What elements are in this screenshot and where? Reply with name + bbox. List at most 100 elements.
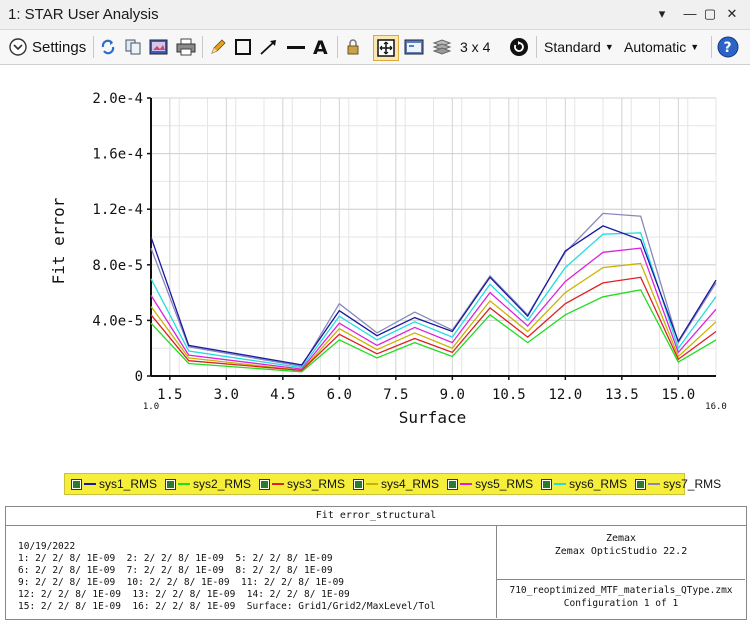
x-tick-label: 9.0 <box>440 387 465 403</box>
y-tick-label: 8.0e-5 <box>92 258 143 274</box>
info-line: 1: 2/ 2/ 8/ 1E-09 2: 2/ 2/ 8/ 1E-09 5: 2… <box>18 553 333 564</box>
x-tick-label: 13.5 <box>605 387 639 403</box>
layout-label: 3 x 4 <box>460 39 491 55</box>
close-icon[interactable]: ✕ <box>726 6 738 21</box>
window-title: 1: STAR User Analysis <box>8 6 159 23</box>
x-tick-label: 6.0 <box>327 387 352 403</box>
svg-text:?: ? <box>724 40 732 56</box>
scale-dropdown[interactable]: Automatic ▼ <box>624 35 699 59</box>
legend-label: sys2_RMS <box>193 477 252 491</box>
print-icon[interactable] <box>175 35 197 59</box>
info-line: 12: 2/ 2/ 8/ 1E-09 13: 2/ 2/ 8/ 1E-09 14… <box>18 589 350 600</box>
copy-icon[interactable] <box>123 35 143 59</box>
chevron-down-icon[interactable]: ▾ <box>658 6 666 21</box>
style-dropdown[interactable]: Standard ▼ <box>544 35 614 59</box>
legend-swatch <box>84 483 96 485</box>
legend-label: sys3_RMS <box>287 477 346 491</box>
info-settings-text: 10/19/2022 1: 2/ 2/ 8/ 1E-09 2: 2/ 2/ 8/ … <box>18 541 436 613</box>
layout-dropdown[interactable]: 3 x 4 <box>460 35 490 59</box>
style-label: Standard <box>544 39 601 55</box>
legend-label: sys7_RMS <box>663 477 722 491</box>
legend-label: sys1_RMS <box>99 477 158 491</box>
legend-swatch <box>178 483 191 485</box>
arrow-line-icon[interactable] <box>258 35 280 59</box>
text-icon[interactable]: A <box>310 35 332 59</box>
legend-swatch <box>460 483 473 485</box>
minimize-icon[interactable]: — <box>683 6 697 21</box>
info-configuration: Configuration 1 of 1 <box>563 598 679 609</box>
refresh-icon[interactable] <box>98 35 118 59</box>
x-end-label: 16.0 <box>705 402 727 412</box>
legend-item[interactable]: sys3_RMS <box>259 477 345 491</box>
info-title: Fit error_structural <box>6 507 746 526</box>
x-start-label: 1.0 <box>143 402 159 412</box>
info-company: Zemax <box>605 533 637 544</box>
settings-label: Settings <box>32 38 87 56</box>
x-axis-label: Surface <box>399 408 466 427</box>
checkbox-icon[interactable] <box>71 478 82 490</box>
window-layout-icon[interactable] <box>403 35 425 59</box>
legend-label: sys6_RMS <box>569 477 628 491</box>
y-tick-label: 0 <box>135 369 143 385</box>
legend-swatch <box>366 483 379 485</box>
layers-icon[interactable] <box>431 35 453 59</box>
info-filename: 710_reoptimized_MTF_materials_QType.zmx <box>509 585 733 596</box>
maximize-icon[interactable]: ▢ <box>703 6 717 21</box>
info-product-box: Zemax Zemax OpticStudio 22.2 <box>496 526 745 580</box>
x-tick-label: 4.5 <box>270 387 295 403</box>
fit-frame-icon[interactable] <box>373 35 399 61</box>
dropdown-arrow-icon: ▼ <box>690 42 700 52</box>
y-axis-label: Fit error <box>49 197 68 284</box>
y-tick-label: 1.2e-4 <box>92 202 143 218</box>
checkbox-icon[interactable] <box>259 478 271 490</box>
legend-item[interactable]: sys1_RMS <box>71 477 157 491</box>
scale-label: Automatic <box>624 39 687 55</box>
export-image-icon[interactable] <box>148 35 170 59</box>
help-icon[interactable]: ? <box>716 35 740 59</box>
legend-label: sys4_RMS <box>381 477 440 491</box>
y-tick-label: 1.6e-4 <box>92 147 143 163</box>
series-line-sys1_RMS <box>150 225 717 366</box>
dropdown-arrow-icon: ▼ <box>604 42 614 52</box>
checkbox-icon[interactable] <box>353 478 365 490</box>
checkbox-icon[interactable] <box>635 478 647 490</box>
rectangle-icon[interactable] <box>233 35 253 59</box>
power-refresh-icon[interactable] <box>508 35 530 59</box>
line-icon[interactable] <box>285 35 307 59</box>
chevron-circle-icon <box>9 38 27 56</box>
info-panel: Fit error_structural 10/19/2022 1: 2/ 2/ … <box>5 506 747 620</box>
series-line-sys3_RMS <box>150 276 717 372</box>
line-chart: 1.5 3.0 4.5 6.0 7.5 9.0 10.5 12.0 13.5 15.0 0 4.0e-… <box>49 91 727 427</box>
series-line-sys4_RMS <box>150 262 717 372</box>
lock-icon[interactable] <box>343 35 363 59</box>
legend-item[interactable]: sys7_RMS <box>635 477 721 491</box>
legend-item[interactable]: sys4_RMS <box>353 477 439 491</box>
y-tick-label: 4.0e-5 <box>92 313 143 329</box>
info-date: 10/19/2022 <box>18 541 76 552</box>
info-product: Zemax OpticStudio 22.2 <box>554 546 688 557</box>
info-line: 15: 2/ 2/ 8/ 1E-09 16: 2/ 2/ 8/ 1E-09 Su… <box>18 601 436 612</box>
y-tick-label: 2.0e-4 <box>92 91 143 107</box>
x-tick-label: 7.5 <box>383 387 408 403</box>
x-tick-label: 12.0 <box>548 387 582 403</box>
legend-item[interactable]: sys5_RMS <box>447 477 533 491</box>
pencil-icon[interactable] <box>208 35 228 59</box>
info-file-box: 710_reoptimized_MTF_materials_QType.zmx … <box>496 580 745 618</box>
series-line-sys6_RMS <box>150 232 717 369</box>
checkbox-icon[interactable] <box>541 478 553 490</box>
legend-item[interactable]: sys6_RMS <box>541 477 627 491</box>
series-line-sys2_RMS <box>150 289 717 373</box>
legend-item[interactable]: sys2_RMS <box>165 477 251 491</box>
svg-text:A: A <box>313 37 328 57</box>
legend-swatch <box>272 483 285 485</box>
legend-swatch <box>648 483 661 485</box>
checkbox-icon[interactable] <box>165 478 177 490</box>
settings-button[interactable]: Settings <box>8 35 86 59</box>
info-line: 6: 2/ 2/ 8/ 1E-09 7: 2/ 2/ 8/ 1E-09 8: 2… <box>18 565 333 576</box>
chart-legend: sys1_RMS sys2_RMS sys3_RMS sys4_RMS sys5_RMS… <box>64 473 721 495</box>
legend-swatch <box>554 483 567 485</box>
x-tick-label: 1.5 <box>157 387 182 403</box>
checkbox-icon[interactable] <box>447 478 459 490</box>
toolbar: Settings A 3 x 4 <box>0 30 750 65</box>
x-tick-label: 15.0 <box>661 387 695 403</box>
